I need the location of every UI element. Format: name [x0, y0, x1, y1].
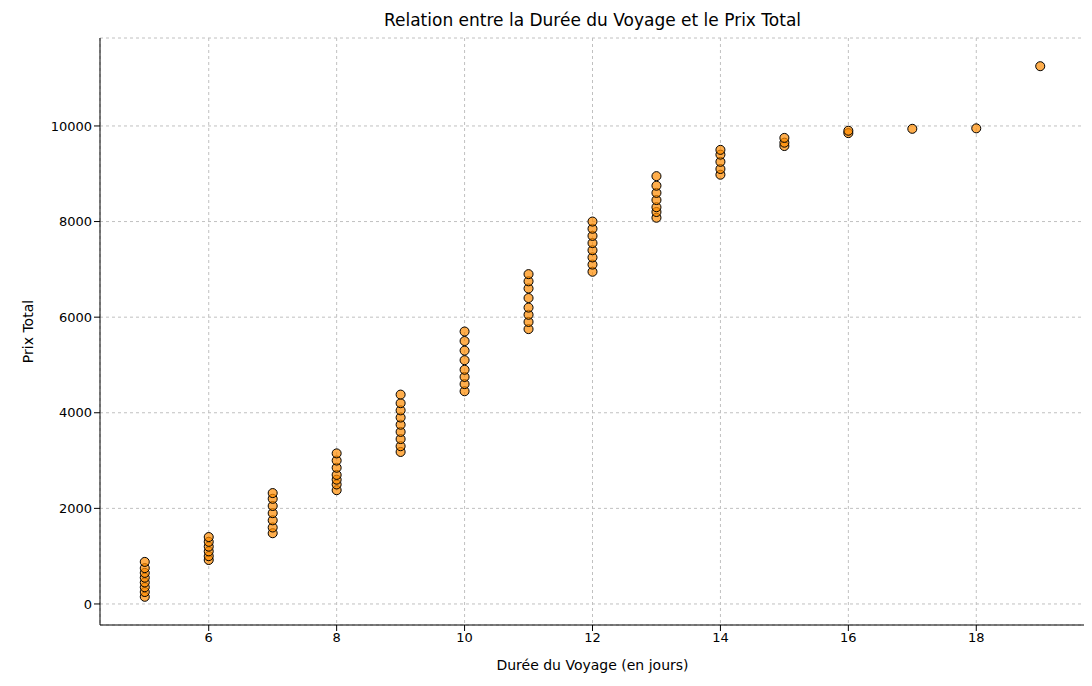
- svg-text:8000: 8000: [59, 214, 92, 229]
- svg-text:14: 14: [712, 630, 729, 645]
- svg-text:6: 6: [205, 630, 213, 645]
- svg-text:10000: 10000: [51, 119, 92, 134]
- svg-text:18: 18: [968, 630, 985, 645]
- svg-text:0: 0: [84, 597, 92, 612]
- svg-text:Prix Total: Prix Total: [20, 300, 36, 363]
- svg-text:16: 16: [840, 630, 857, 645]
- svg-text:4000: 4000: [59, 405, 92, 420]
- html-text:Relation entre la Durée du Voy: Relation entre la Durée du Voyage et le …: [383, 10, 801, 30]
- svg-text:6000: 6000: [59, 310, 92, 325]
- svg-text:8: 8: [333, 630, 341, 645]
- svg-text:10: 10: [456, 630, 473, 645]
- svg-text:2000: 2000: [59, 501, 92, 516]
- svg-text:Durée du Voyage (en jours): Durée du Voyage (en jours): [496, 657, 688, 673]
- svg-text:12: 12: [584, 630, 601, 645]
